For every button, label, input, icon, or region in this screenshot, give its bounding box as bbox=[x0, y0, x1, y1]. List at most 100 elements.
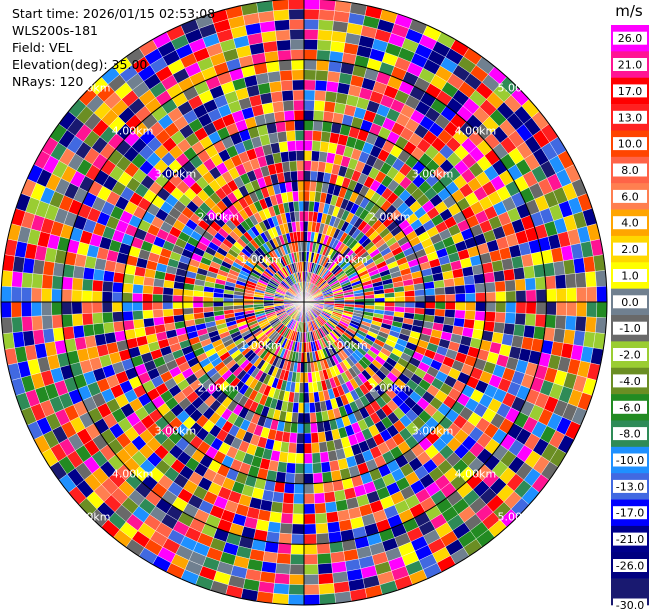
velocity-gate bbox=[434, 301, 446, 310]
velocity-gate bbox=[303, 584, 320, 596]
range-ring-label: 4.00km bbox=[112, 125, 154, 138]
velocity-gate bbox=[122, 310, 134, 322]
velocity-gate bbox=[192, 301, 204, 308]
velocity-gate bbox=[269, 511, 283, 524]
velocity-gate bbox=[303, 564, 319, 575]
velocity-gate bbox=[596, 301, 608, 319]
velocity-gate bbox=[575, 316, 587, 332]
velocity-gate bbox=[0, 301, 12, 319]
velocity-gate bbox=[595, 270, 607, 287]
range-ring-label: 5.00km bbox=[69, 510, 111, 523]
velocity-gate bbox=[596, 285, 608, 303]
velocity-gate bbox=[330, 40, 346, 53]
velocity-gate bbox=[319, 593, 336, 605]
velocity-gate bbox=[292, 79, 305, 91]
velocity-gate bbox=[291, 523, 305, 535]
velocity-gate bbox=[303, 39, 318, 51]
velocity-gate bbox=[514, 278, 527, 292]
colorbar-cell bbox=[611, 156, 649, 184]
velocity-gate bbox=[280, 79, 294, 92]
velocity-gate bbox=[291, 180, 299, 192]
velocity-gate bbox=[303, 79, 316, 91]
velocity-gate bbox=[303, 483, 315, 495]
velocity-gate bbox=[102, 270, 115, 283]
velocity-gate bbox=[262, 40, 278, 53]
velocity-gate bbox=[474, 310, 486, 322]
colorbar-tick-background bbox=[613, 559, 647, 572]
elevation-label: Elevation(deg): 35.00 bbox=[12, 57, 148, 72]
velocity-gate bbox=[296, 422, 305, 434]
velocity-gate bbox=[293, 493, 305, 505]
colorbar-tick-label: 26.0 bbox=[618, 32, 643, 45]
velocity-gate bbox=[484, 281, 496, 293]
velocity-gate bbox=[555, 288, 567, 303]
velocity-gate bbox=[322, 110, 335, 123]
velocity-gate bbox=[303, 120, 314, 131]
velocity-gate bbox=[261, 30, 277, 43]
velocity-gate bbox=[289, 564, 305, 575]
velocity-gate bbox=[279, 69, 293, 82]
colorbar-tick-background bbox=[613, 110, 647, 124]
velocity-gate bbox=[299, 372, 305, 383]
velocity-gate bbox=[404, 301, 416, 308]
velocity-gate bbox=[315, 532, 330, 545]
velocity-gate bbox=[424, 288, 436, 296]
field-label: Field: VEL bbox=[12, 40, 73, 55]
velocity-gate bbox=[303, 533, 317, 545]
velocity-gate bbox=[295, 453, 305, 464]
velocity-gate bbox=[513, 323, 526, 337]
velocity-gate bbox=[524, 277, 537, 291]
velocity-gate bbox=[303, 99, 315, 111]
velocity-gate bbox=[534, 313, 547, 328]
velocity-gate bbox=[523, 265, 536, 279]
velocity-gate bbox=[81, 290, 93, 303]
velocity-gate bbox=[143, 317, 155, 328]
velocity-gate bbox=[311, 442, 321, 454]
velocity-gate bbox=[123, 319, 135, 331]
colorbar-cell bbox=[611, 104, 649, 131]
range-ring-label: 1.00km bbox=[240, 339, 282, 352]
velocity-gate bbox=[31, 315, 44, 331]
velocity-gate bbox=[394, 301, 406, 308]
velocity-gate bbox=[595, 317, 607, 334]
velocity-gate bbox=[303, 69, 317, 81]
velocity-gate bbox=[424, 308, 436, 316]
velocity-gate bbox=[321, 471, 333, 483]
velocity-gate bbox=[277, 49, 292, 62]
colorbar-cell bbox=[611, 420, 649, 448]
velocity-gate bbox=[273, 481, 286, 494]
range-ring-label: 1.00km bbox=[326, 253, 368, 266]
colorbar-cell bbox=[611, 77, 649, 105]
range-ring-label: 3.00km bbox=[155, 167, 197, 180]
velocity-gate bbox=[275, 562, 291, 575]
velocity-gate bbox=[270, 90, 284, 103]
colorbar-cell bbox=[611, 394, 649, 421]
velocity-gate bbox=[586, 286, 598, 303]
velocity-gate bbox=[303, 422, 312, 434]
colorbar-cell bbox=[611, 525, 649, 553]
velocity-gate bbox=[524, 313, 537, 327]
colorbar-cell bbox=[611, 367, 649, 395]
velocity-gate bbox=[314, 512, 328, 525]
velocity-gate bbox=[294, 473, 305, 484]
velocity-gate bbox=[310, 160, 319, 172]
velocity-gate bbox=[525, 301, 537, 315]
velocity-gate bbox=[283, 110, 295, 122]
velocity-gate bbox=[81, 301, 93, 314]
velocity-gate bbox=[454, 309, 466, 320]
velocity-gate bbox=[319, 0, 336, 11]
colorbar-tick-label: -8.0 bbox=[619, 428, 640, 441]
velocity-gate bbox=[310, 422, 318, 434]
velocity-gate bbox=[71, 301, 83, 315]
velocity-gate bbox=[310, 170, 318, 182]
velocity-gate bbox=[41, 274, 54, 289]
velocity-gate bbox=[318, 583, 335, 595]
velocity-gate bbox=[311, 150, 321, 162]
velocity-gate bbox=[32, 259, 45, 275]
velocity-gate bbox=[564, 273, 577, 289]
velocity-gate bbox=[281, 502, 294, 514]
colorbar-tick-label: 0.0 bbox=[621, 296, 639, 309]
velocity-gate bbox=[290, 39, 305, 51]
velocity-gate bbox=[51, 288, 63, 303]
velocity-gate bbox=[303, 190, 310, 202]
